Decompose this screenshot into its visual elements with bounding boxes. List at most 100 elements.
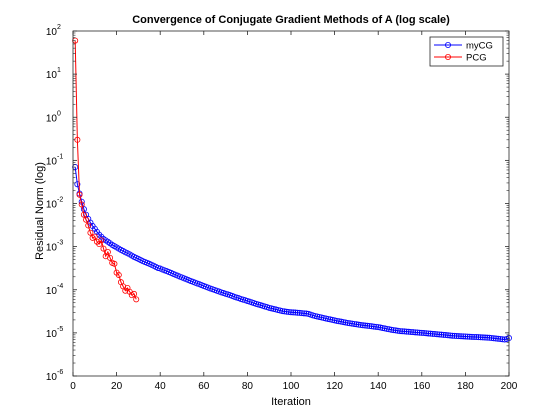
y-tick-base: 10 — [46, 200, 58, 211]
y-tick-base: 10 — [46, 27, 58, 38]
data-point-mycg — [340, 319, 347, 326]
data-point-pcg — [98, 237, 105, 244]
data-point-mycg — [462, 333, 469, 340]
data-point-mycg — [473, 334, 480, 341]
x-tick-label: 120 — [326, 381, 343, 392]
x-tick-label: 0 — [70, 381, 76, 392]
plot-area — [73, 31, 509, 376]
data-point-mycg — [303, 310, 310, 317]
y-tick-label: 10 — [46, 27, 58, 38]
x-tick-label: 80 — [242, 381, 254, 392]
data-point-mycg — [301, 310, 308, 317]
data-point-mycg — [495, 335, 502, 342]
data-point-mycg — [325, 315, 332, 322]
data-point-mycg — [290, 309, 297, 316]
data-point-pcg — [80, 211, 87, 218]
data-point-mycg — [351, 320, 358, 327]
legend-marker-mycg — [444, 42, 451, 49]
y-tick-label: 10 — [46, 70, 58, 81]
data-point-pcg — [115, 271, 122, 278]
x-tick-label: 100 — [283, 381, 300, 392]
data-point-mycg — [425, 330, 432, 337]
data-point-mycg — [490, 335, 497, 342]
data-point-mycg — [475, 334, 482, 341]
data-point-pcg — [131, 290, 138, 297]
data-point-mycg — [440, 331, 447, 338]
data-point-mycg — [392, 327, 399, 334]
chart-title: Convergence of Conjugate Gradient Method… — [132, 14, 450, 26]
data-point-mycg — [410, 329, 417, 336]
y-tick-exponent: 1 — [57, 67, 61, 74]
data-point-pcg — [91, 233, 98, 240]
data-point-mycg — [333, 317, 340, 324]
data-point-mycg — [423, 330, 430, 337]
data-point-mycg — [338, 318, 345, 325]
data-point-mycg — [355, 321, 362, 328]
y-axis-label: Residual Norm (log) — [34, 162, 46, 260]
data-point-mycg — [287, 309, 294, 316]
data-point-mycg — [296, 309, 303, 316]
data-point-mycg — [455, 333, 462, 340]
data-point-pcg — [107, 254, 114, 261]
data-point-mycg — [359, 322, 366, 329]
data-point-mycg — [390, 327, 397, 334]
data-point-mycg — [442, 332, 449, 339]
x-tick-label: 40 — [155, 381, 167, 392]
data-point-mycg — [346, 320, 353, 327]
data-point-mycg — [427, 330, 434, 337]
y-tick-label: 10 — [46, 200, 58, 211]
y-tick-base: 10 — [46, 113, 58, 124]
data-point-mycg — [418, 329, 425, 336]
data-point-mycg — [447, 332, 454, 339]
data-point-mycg — [366, 323, 373, 330]
data-point-mycg — [458, 333, 465, 340]
data-point-mycg — [266, 304, 273, 311]
y-tick-label: 10 — [46, 372, 58, 383]
data-point-mycg — [492, 335, 499, 342]
y-tick-base: 10 — [46, 329, 58, 340]
data-point-mycg — [74, 181, 81, 188]
data-point-mycg — [431, 331, 438, 338]
data-point-mycg — [438, 331, 445, 338]
y-tick-exponent: -1 — [57, 153, 63, 160]
data-point-mycg — [444, 332, 451, 339]
data-point-mycg — [294, 309, 301, 316]
data-point-mycg — [388, 326, 395, 333]
data-point-mycg — [368, 323, 375, 330]
x-tick-label: 200 — [501, 381, 518, 392]
data-point-pcg — [133, 296, 140, 303]
data-point-mycg — [285, 308, 292, 315]
y-tick-base: 10 — [46, 372, 58, 383]
data-point-mycg — [386, 326, 393, 333]
y-tick-base: 10 — [46, 156, 58, 167]
data-point-pcg — [76, 191, 83, 198]
data-point-mycg — [331, 317, 338, 324]
data-point-mycg — [279, 308, 286, 315]
data-point-mycg — [318, 314, 325, 321]
data-point-mycg — [401, 328, 408, 335]
y-tick-base: 10 — [46, 243, 58, 254]
data-point-mycg — [453, 333, 460, 340]
data-point-mycg — [335, 318, 342, 325]
data-point-mycg — [320, 314, 327, 321]
data-point-pcg — [78, 201, 85, 208]
y-tick-base: 10 — [46, 70, 58, 81]
data-point-mycg — [451, 332, 458, 339]
data-point-mycg — [468, 333, 475, 340]
data-point-mycg — [379, 324, 386, 331]
data-point-mycg — [270, 305, 277, 312]
data-point-mycg — [329, 316, 336, 323]
y-tick-exponent: -5 — [57, 326, 63, 333]
data-point-mycg — [471, 333, 478, 340]
data-point-mycg — [436, 331, 443, 338]
data-point-mycg — [429, 330, 436, 337]
data-point-mycg — [349, 320, 356, 327]
data-point-mycg — [377, 324, 384, 331]
y-tick-label: 10 — [46, 329, 58, 340]
data-point-mycg — [414, 329, 421, 336]
y-tick-exponent: -2 — [57, 197, 63, 204]
data-point-mycg — [322, 315, 329, 322]
legend-box — [429, 36, 504, 67]
